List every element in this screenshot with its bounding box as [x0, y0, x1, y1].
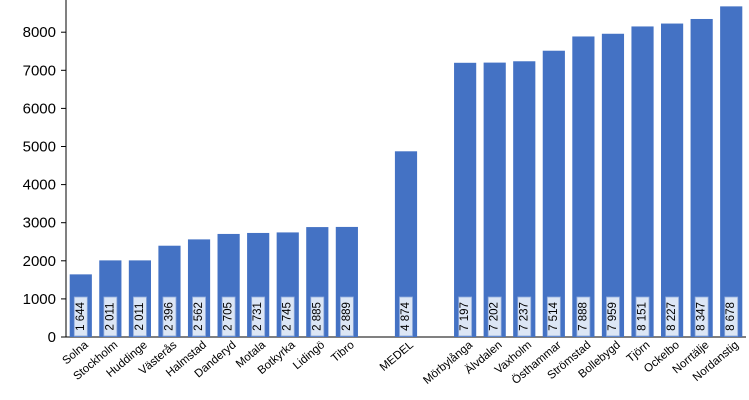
bar — [542, 50, 565, 337]
value-label: 7 959 — [607, 302, 619, 331]
value-label: 2 731 — [252, 302, 264, 331]
value-label-box — [310, 296, 325, 337]
value-label: 2 745 — [282, 302, 294, 331]
y-tick-label: 8000 — [23, 24, 56, 41]
value-label-box — [192, 296, 206, 337]
value-label-box — [280, 296, 295, 337]
value-label: 8 347 — [696, 302, 708, 331]
value-label-box — [546, 296, 561, 337]
value-label-box — [576, 296, 591, 337]
chart-value-labels: 1 644 2 011 2 011 2 396 2 562 2 705 2 731 2 745… — [73, 296, 739, 337]
value-label-box — [724, 296, 739, 337]
y-tick-label: 5000 — [23, 139, 56, 156]
value-label-box — [635, 296, 650, 337]
y-tick-label: 2000 — [23, 253, 56, 270]
bar — [720, 6, 743, 338]
value-label: 4 874 — [400, 302, 412, 331]
value-label-box — [399, 296, 413, 337]
bar — [631, 26, 654, 337]
value-label-box — [162, 296, 177, 337]
chart-category-labels: SolnaStockholmHuddingeVästeråsHalmstadDa… — [60, 339, 741, 387]
bar — [572, 36, 595, 338]
value-label: 2 396 — [163, 302, 175, 331]
value-label-box — [606, 296, 620, 337]
value-label: 1 644 — [75, 302, 87, 331]
value-label: 7 514 — [548, 302, 560, 331]
bar — [483, 62, 506, 338]
bar — [661, 23, 684, 337]
value-label: 7 237 — [518, 302, 530, 331]
value-label-box — [103, 296, 118, 337]
chart-axes: 0 1000 2000 3000 4000 5000 6000 7000 8000 — [23, 0, 746, 346]
value-label-box — [339, 296, 354, 337]
value-label: 7 202 — [489, 302, 501, 331]
value-label-box — [133, 296, 147, 337]
bar — [454, 62, 477, 337]
value-label-box — [73, 296, 88, 337]
y-tick-label: 4000 — [23, 177, 56, 194]
bar — [601, 33, 625, 338]
value-label-box — [458, 296, 473, 337]
y-tick-label: 7000 — [23, 62, 56, 79]
value-label: 7 888 — [577, 302, 589, 331]
category-label: MEDEL — [378, 339, 417, 374]
value-label-box — [221, 296, 236, 337]
y-tick-label: 3000 — [23, 215, 56, 232]
category-label: Tibro — [329, 339, 356, 365]
value-label: 2 011 — [134, 303, 146, 331]
value-label: 8 678 — [725, 302, 737, 331]
value-label: 2 011 — [104, 303, 116, 331]
value-label: 2 885 — [311, 302, 323, 331]
value-label-box — [487, 296, 502, 337]
chart-bars — [69, 6, 743, 338]
value-label: 2 562 — [193, 302, 205, 331]
bar — [690, 18, 713, 337]
value-label-box — [694, 296, 709, 337]
value-label-box — [517, 296, 532, 337]
value-label: 8 151 — [637, 302, 649, 331]
value-label-box — [251, 296, 266, 337]
value-label: 2 889 — [341, 302, 353, 331]
value-label: 7 197 — [459, 302, 471, 331]
y-tick-label: 1000 — [23, 291, 56, 308]
y-tick-label: 0 — [48, 329, 56, 346]
y-tick-label: 6000 — [23, 100, 56, 117]
bar — [513, 61, 536, 338]
bar — [394, 151, 418, 337]
value-label: 8 227 — [666, 302, 678, 331]
value-label-box — [665, 296, 679, 337]
category-label: Lidingö — [291, 339, 327, 372]
value-label: 2 705 — [223, 302, 235, 331]
